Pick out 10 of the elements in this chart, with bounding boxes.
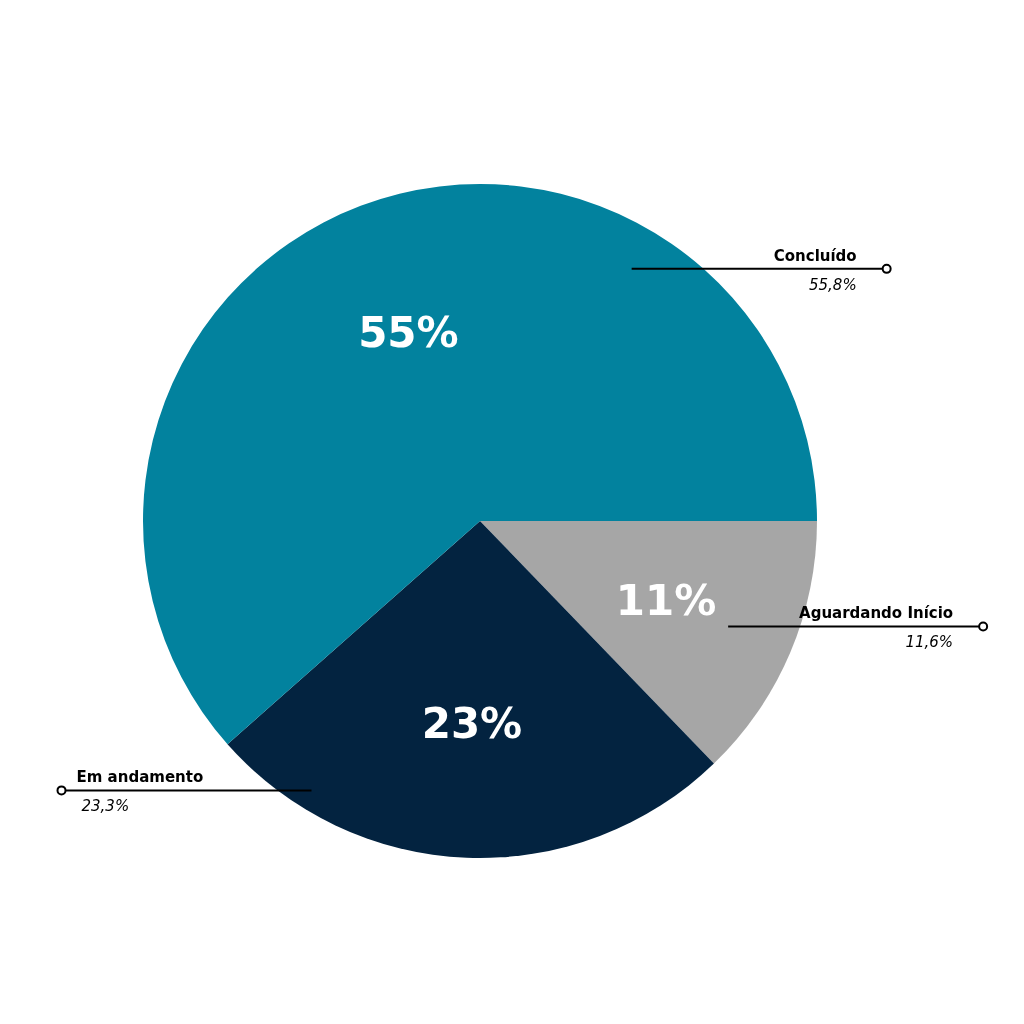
text: 23% xyxy=(421,698,523,748)
data-label: 11,6% xyxy=(905,633,954,652)
data-label: 55,8% xyxy=(808,275,857,294)
data-label: 23,3% xyxy=(81,797,130,816)
text: 55% xyxy=(358,307,459,357)
text: 11% xyxy=(615,575,717,625)
slice-label: Aguardando Início xyxy=(799,604,954,623)
pie-slice xyxy=(227,521,714,858)
slice-label: Concluído xyxy=(773,246,857,265)
slice-label: Em andamento xyxy=(76,768,204,787)
